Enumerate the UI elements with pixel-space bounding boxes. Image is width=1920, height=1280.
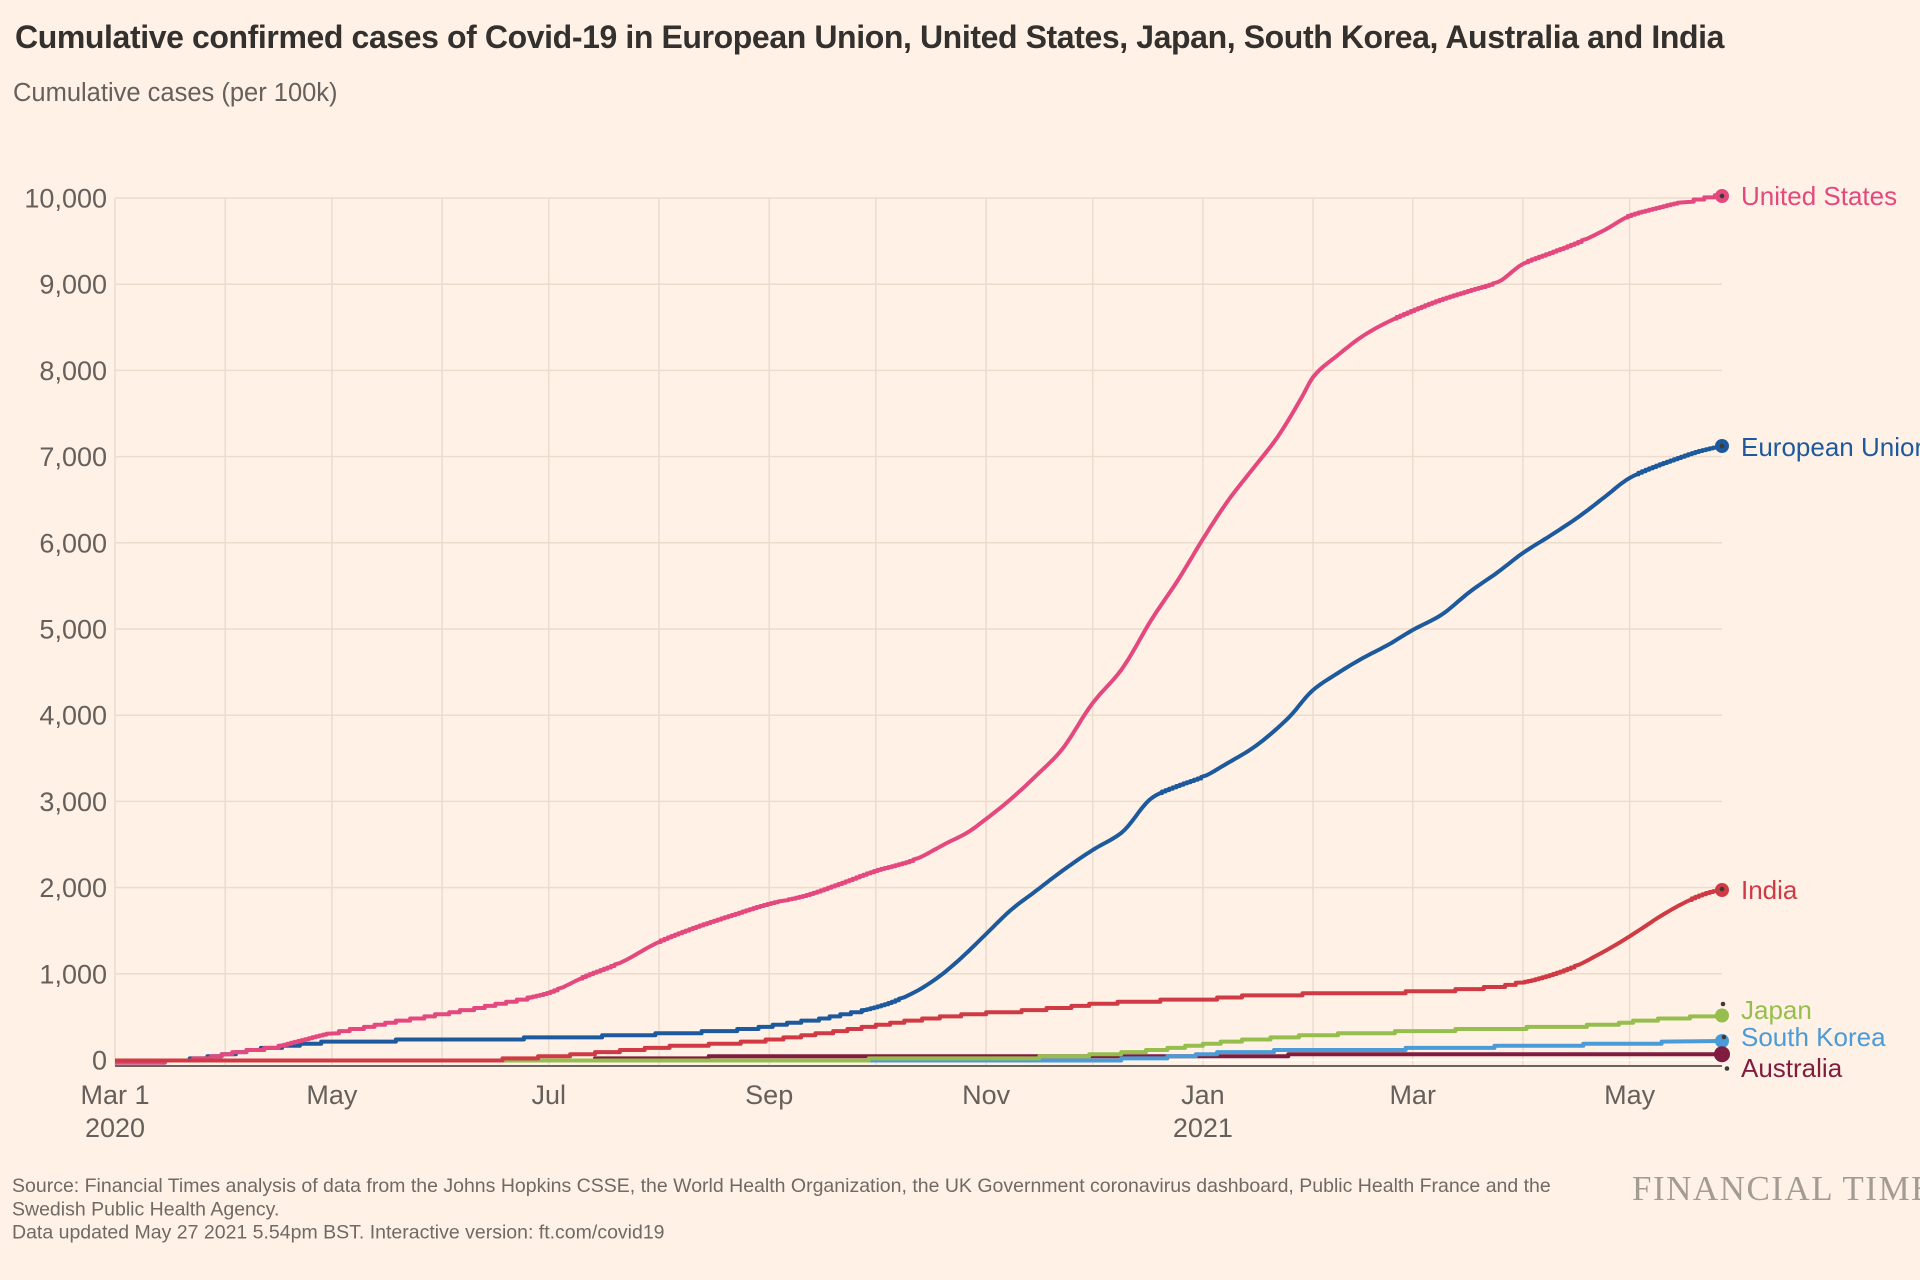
svg-text:7,000: 7,000 bbox=[39, 442, 107, 472]
svg-text:6,000: 6,000 bbox=[39, 528, 107, 558]
svg-text:Australia: Australia bbox=[1741, 1053, 1843, 1083]
svg-text:10,000: 10,000 bbox=[24, 184, 107, 214]
svg-text:Sep: Sep bbox=[745, 1080, 793, 1110]
svg-text:3,000: 3,000 bbox=[39, 787, 107, 817]
svg-text:May: May bbox=[1604, 1080, 1656, 1110]
svg-text:Cumulative confirmed cases of: Cumulative confirmed cases of Covid-19 i… bbox=[15, 19, 1725, 55]
svg-text:9,000: 9,000 bbox=[39, 270, 107, 300]
svg-text:Japan: Japan bbox=[1741, 995, 1812, 1025]
svg-text:2021: 2021 bbox=[1173, 1113, 1233, 1143]
svg-text:5,000: 5,000 bbox=[39, 615, 107, 645]
svg-text:Cumulative cases (per 100k): Cumulative cases (per 100k) bbox=[13, 79, 338, 107]
svg-text:8,000: 8,000 bbox=[39, 356, 107, 386]
svg-text:India: India bbox=[1741, 875, 1798, 905]
svg-text:South Korea: South Korea bbox=[1741, 1022, 1886, 1052]
svg-text:Source: Financial Times analys: Source: Financial Times analysis of data… bbox=[12, 1175, 1551, 1197]
svg-text:Jul: Jul bbox=[531, 1080, 566, 1110]
svg-text:Jan: Jan bbox=[1181, 1080, 1225, 1110]
svg-text:2,000: 2,000 bbox=[39, 873, 107, 903]
svg-text:FINANCIAL TIMES: FINANCIAL TIMES bbox=[1632, 1169, 1920, 1208]
svg-text:0: 0 bbox=[92, 1046, 107, 1076]
svg-text:Data updated May 27 2021 5.54p: Data updated May 27 2021 5.54pm BST. Int… bbox=[12, 1222, 665, 1244]
svg-text:Nov: Nov bbox=[962, 1080, 1011, 1110]
svg-text:1,000: 1,000 bbox=[39, 959, 107, 989]
svg-text:4,000: 4,000 bbox=[39, 701, 107, 731]
svg-text:Mar 1: Mar 1 bbox=[80, 1080, 149, 1110]
svg-text:United States: United States bbox=[1741, 181, 1897, 211]
svg-text:May: May bbox=[306, 1080, 358, 1110]
svg-text:European Union: European Union bbox=[1741, 432, 1920, 462]
svg-text:Mar: Mar bbox=[1389, 1080, 1436, 1110]
svg-text:Swedish Public Health Agency.: Swedish Public Health Agency. bbox=[12, 1199, 279, 1221]
svg-text:2020: 2020 bbox=[85, 1113, 145, 1143]
